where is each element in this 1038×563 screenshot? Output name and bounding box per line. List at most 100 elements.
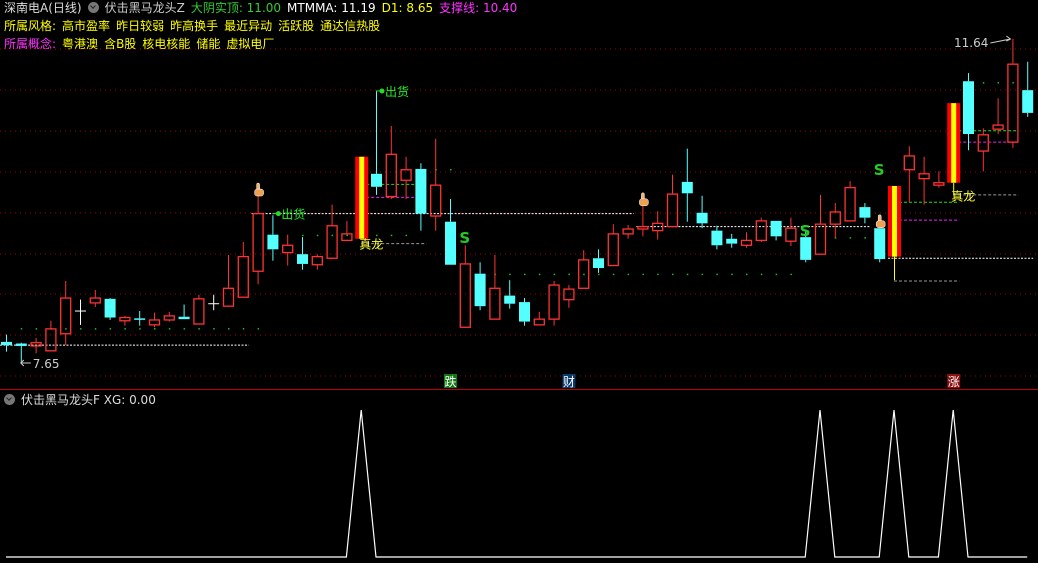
candle-up (933, 182, 945, 186)
hand-palm (639, 198, 649, 207)
signal-dot (642, 273, 644, 276)
concept-tag-2: 核电核能 (142, 37, 191, 51)
max-price-label: 11.64 (954, 36, 988, 50)
indicator-value-1: MTMMA: 11.19 (287, 1, 376, 15)
candle-up (548, 284, 560, 320)
news-marker-box (444, 374, 457, 388)
hand-palm (875, 220, 886, 228)
candle-up (489, 287, 501, 320)
candle-up (637, 225, 649, 230)
signal-dot (568, 273, 570, 276)
candle-up (563, 288, 575, 301)
signal-dot (450, 168, 452, 171)
signal-dot (124, 328, 126, 330)
signal-dot (509, 273, 511, 276)
signal-dot (109, 328, 112, 330)
signal-dot (538, 273, 541, 276)
concept-tag-1: 含B股 (104, 37, 137, 51)
indicator-value-0: 大阴实顶: 11.00 (190, 1, 282, 15)
signal-dot (553, 273, 556, 276)
style-tag-3: 最近异动 (224, 19, 273, 33)
signal-dot (65, 328, 67, 330)
style-label: 所属风格: (4, 19, 57, 33)
candle-down (415, 168, 427, 214)
signal-dot (94, 328, 97, 330)
candle-up (652, 222, 664, 232)
style-tag-4: 活跃股 (278, 19, 315, 33)
candle-up (829, 211, 841, 225)
min-arrow-icon (20, 359, 31, 367)
signal-dot (198, 328, 200, 330)
signal-dot (80, 328, 82, 330)
candle-up (45, 328, 57, 352)
xg-series-line (6, 409, 1028, 558)
candle-down (593, 258, 604, 268)
candle-up (282, 244, 294, 254)
candle-up (341, 233, 353, 242)
signal-dot (316, 234, 319, 237)
signal-dot (257, 328, 260, 330)
hand-pointer-icon (875, 214, 886, 228)
candle-up (385, 153, 397, 198)
signal-dot (672, 273, 674, 276)
signal-dot (302, 234, 304, 237)
signal-dot (864, 237, 866, 239)
dragon-signal-label: 真龙 (951, 190, 975, 204)
sub-indicator-menu-icon[interactable] (4, 394, 15, 405)
signal-dot (1012, 82, 1014, 84)
candle-up (459, 263, 471, 328)
signal-dot (775, 273, 778, 276)
candle-down (134, 318, 146, 320)
candle-up (89, 297, 101, 304)
signal-dot (790, 273, 792, 276)
signal-dot (686, 273, 689, 276)
signal-dot (627, 273, 630, 276)
candle-down (770, 220, 782, 237)
signal-dot (598, 273, 600, 276)
candle-up (252, 212, 264, 272)
signal-dot (154, 328, 156, 330)
stock-title: 深南电A(日线) (4, 1, 82, 15)
sell-signal-dot (275, 211, 281, 217)
signal-dot (168, 328, 171, 330)
candle-down (726, 238, 738, 244)
signal-dot (346, 234, 348, 237)
candle-down (711, 230, 723, 246)
sub-indicator-name[interactable]: 伏击黑马龙头F (21, 393, 100, 407)
candle-down (504, 295, 516, 304)
signal-dot (760, 273, 763, 276)
signal-dot (376, 234, 378, 237)
news-marker-box (947, 374, 961, 388)
concept-label: 所属概念: (4, 37, 57, 51)
signal-dot (242, 328, 245, 330)
sell-signal-dot (379, 88, 385, 94)
signal-dot (183, 328, 186, 330)
candle-up (311, 255, 323, 266)
signal-dot (213, 328, 215, 330)
style-tag-1: 昨日较弱 (116, 19, 165, 33)
signal-dot (612, 273, 615, 276)
signal-dot (997, 82, 1000, 84)
candle-up (326, 225, 338, 259)
candle-down (519, 302, 530, 322)
indicator-menu-icon[interactable] (87, 2, 99, 13)
max-arrow-icon (990, 35, 1012, 44)
candle-up (222, 287, 235, 307)
signal-dot (139, 328, 141, 330)
hand-pointer-icon (639, 192, 649, 207)
candle-up (400, 169, 412, 181)
candle-down (1022, 90, 1034, 113)
candle-down (371, 173, 382, 187)
signal-dot (228, 328, 230, 330)
candle-up (430, 184, 442, 217)
highlight-candle-core (892, 185, 897, 257)
concept-tag-4: 虚拟电厂 (226, 37, 275, 51)
signal-dot (701, 273, 704, 276)
candle-up (666, 193, 679, 228)
indicator-value-3: 支撑线: 10.40 (439, 1, 518, 15)
candle-down (178, 316, 190, 320)
candle-up (60, 297, 72, 335)
indicator-name[interactable]: 伏击黑马龙头Z (104, 1, 185, 15)
header-line-1: 深南电A(日线) 伏击黑马龙头Z 大阴实顶: 11.00 MTMMA: 11.19 D1… (4, 1, 529, 15)
